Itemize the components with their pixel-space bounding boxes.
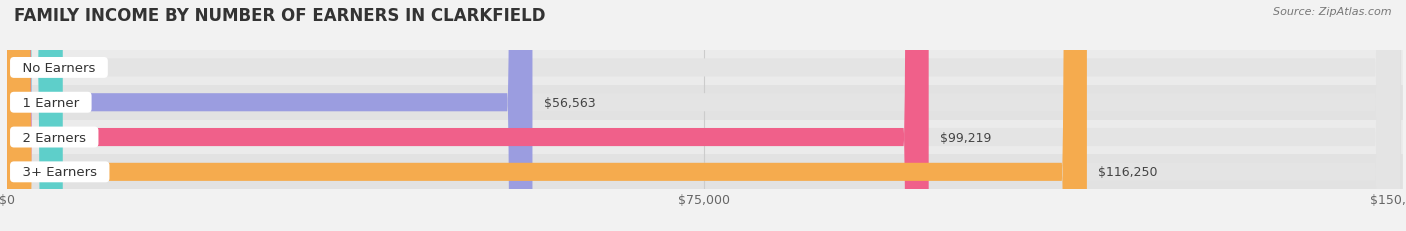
Text: 2 Earners: 2 Earners — [14, 131, 94, 144]
FancyBboxPatch shape — [7, 0, 1400, 231]
Text: $56,563: $56,563 — [544, 96, 595, 109]
Text: Source: ZipAtlas.com: Source: ZipAtlas.com — [1274, 7, 1392, 17]
Bar — [7, 85, 1403, 120]
FancyBboxPatch shape — [7, 0, 533, 231]
Bar — [7, 51, 1403, 85]
Text: $0: $0 — [90, 62, 107, 75]
FancyBboxPatch shape — [7, 0, 1400, 231]
Bar — [7, 120, 1403, 155]
Bar — [7, 155, 1403, 189]
Text: No Earners: No Earners — [14, 62, 104, 75]
FancyBboxPatch shape — [7, 0, 1400, 231]
Text: $99,219: $99,219 — [939, 131, 991, 144]
FancyBboxPatch shape — [7, 0, 929, 231]
Text: $116,250: $116,250 — [1098, 166, 1157, 179]
FancyBboxPatch shape — [7, 0, 1087, 231]
FancyBboxPatch shape — [7, 0, 1400, 231]
Text: 3+ Earners: 3+ Earners — [14, 166, 105, 179]
Text: 1 Earner: 1 Earner — [14, 96, 87, 109]
FancyBboxPatch shape — [7, 0, 63, 231]
Text: FAMILY INCOME BY NUMBER OF EARNERS IN CLARKFIELD: FAMILY INCOME BY NUMBER OF EARNERS IN CL… — [14, 7, 546, 25]
